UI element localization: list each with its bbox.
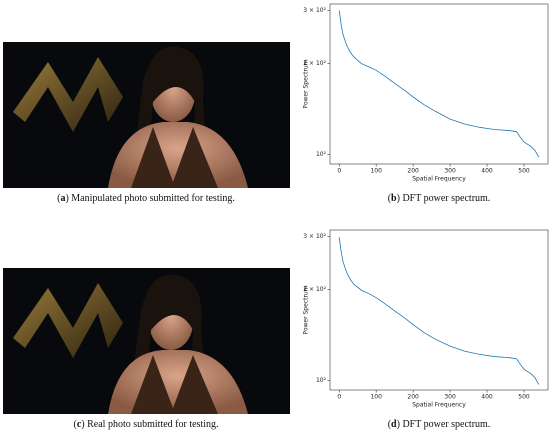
y-tick-label: 2 × 10² — [303, 286, 326, 293]
caption-text: ) Manipulated photo submitted for testin… — [65, 193, 234, 204]
x-tick-label: 0 — [337, 394, 341, 401]
caption: (c) Real photo submitted for testing. — [74, 419, 219, 430]
line-series — [338, 10, 540, 158]
caption-letter: a — [60, 193, 65, 204]
caption-letter: c — [77, 419, 82, 430]
x-tick-label: 100 — [370, 168, 382, 175]
plot-frame — [329, 229, 549, 391]
y-tick-label: 2 × 10² — [303, 60, 326, 67]
x-tick-label: 0 — [337, 168, 341, 175]
x-tick-label: 300 — [444, 168, 456, 175]
line-series — [338, 237, 540, 385]
x-tick-label: 400 — [481, 168, 493, 175]
caption: (a) Manipulated photo submitted for test… — [57, 193, 235, 204]
caption: (b) DFT power spectrum. — [388, 193, 491, 204]
photo — [3, 42, 290, 188]
x-axis-label: Spatial Frequency — [412, 402, 466, 409]
caption: (d) DFT power spectrum. — [388, 419, 491, 430]
caption-text: ) DFT power spectrum. — [397, 193, 491, 204]
caption-open: ( — [388, 419, 392, 430]
chart: 0 100 200 300 400 500 10² 2 × 10² 3 × 10² Spatial… — [303, 3, 549, 183]
caption-text: ) DFT power spectrum. — [397, 419, 491, 430]
y-tick-label: 3 × 10² — [303, 7, 326, 14]
photo — [3, 268, 290, 414]
chart: 0 100 200 300 400 500 10² 2 × 10² 3 × 10² Spatial… — [303, 229, 549, 409]
y-tick-label: 10² — [316, 377, 327, 384]
x-tick-label: 100 — [370, 394, 382, 401]
x-tick-label: 300 — [444, 394, 456, 401]
y-axis-label: Power Spectrum — [303, 59, 310, 108]
x-tick-label: 200 — [407, 168, 419, 175]
caption-letter: b — [391, 193, 397, 204]
x-tick-label: 400 — [481, 394, 493, 401]
y-tick-label: 10² — [316, 151, 327, 158]
caption-open: ( — [57, 193, 61, 204]
caption-text: ) Real photo submitted for testing. — [81, 419, 218, 430]
caption-letter: d — [391, 419, 397, 430]
caption-open: ( — [388, 193, 392, 204]
y-axis-label: Power Spectrum — [303, 285, 310, 334]
x-tick-label: 500 — [518, 394, 530, 401]
y-tick-label: 3 × 10² — [303, 233, 326, 240]
x-axis-label: Spatial Frequency — [412, 176, 466, 183]
x-tick-label: 500 — [518, 168, 530, 175]
plot-frame — [329, 3, 549, 165]
x-tick-label: 200 — [407, 394, 419, 401]
caption-open: ( — [74, 419, 78, 430]
